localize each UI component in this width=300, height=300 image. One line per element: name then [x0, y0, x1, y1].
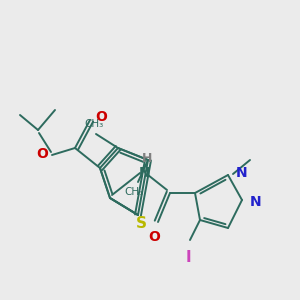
Text: CH₃: CH₃ — [124, 187, 144, 197]
Text: N: N — [139, 166, 151, 180]
Text: O: O — [148, 230, 160, 244]
Text: H: H — [142, 152, 152, 164]
Text: O: O — [36, 147, 48, 161]
Text: CH₃: CH₃ — [84, 119, 104, 129]
Text: N: N — [236, 166, 248, 180]
Text: N: N — [250, 195, 262, 209]
Text: O: O — [95, 110, 107, 124]
Text: I: I — [185, 250, 191, 265]
Text: S: S — [136, 215, 146, 230]
